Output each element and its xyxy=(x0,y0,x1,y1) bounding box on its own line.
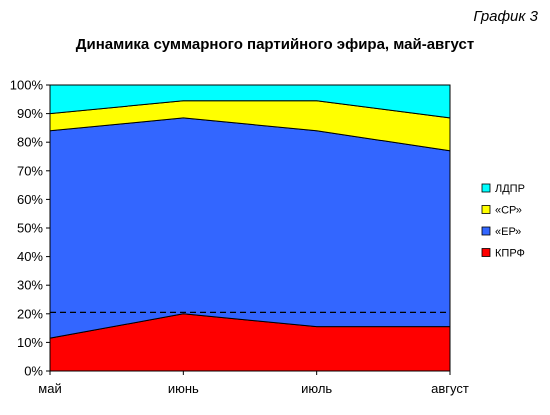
chart-title: Динамика суммарного партийного эфира, ма… xyxy=(75,36,475,53)
y-tick-label: 90% xyxy=(17,106,43,121)
legend-swatch-кпрф xyxy=(481,248,491,257)
y-tick-label: 10% xyxy=(17,335,43,350)
y-tick-label: 30% xyxy=(17,278,43,293)
x-tick-label: август xyxy=(431,381,469,396)
y-tick-label: 20% xyxy=(17,306,43,321)
x-tick-label: июль xyxy=(301,381,332,396)
legend-swatch-лдпр xyxy=(481,183,491,193)
y-tick-label: 100% xyxy=(10,78,44,93)
area-лдпр xyxy=(49,84,451,119)
y-tick-label: 70% xyxy=(17,163,43,178)
y-tick-label: 50% xyxy=(17,221,43,236)
areas-layer xyxy=(49,84,451,372)
y-tick-label: 40% xyxy=(17,249,43,264)
figure-number-label: График 3 xyxy=(473,8,538,25)
legend-swatch-ер xyxy=(481,226,491,236)
legend-label-лдпр: ЛДПР xyxy=(495,183,525,195)
axes-layer: 0% 10% 20% 30% 40% 50% 60% 70% 80% 90% 100% май июнь… xyxy=(10,78,469,397)
y-tick-label: 0% xyxy=(24,364,43,379)
legend-label-кпрф: КПРФ xyxy=(495,248,525,260)
legend-swatch-ср xyxy=(481,205,491,214)
area-ер xyxy=(49,117,451,339)
y-tick-label: 60% xyxy=(17,192,43,207)
legend-label-ер: «ЕР» xyxy=(495,226,521,238)
x-tick-label: июнь xyxy=(168,381,199,396)
x-tick-label: май xyxy=(38,381,61,396)
legend: ЛДПР «СР» «ЕР» КПРФ xyxy=(481,183,525,260)
y-tick-label: 80% xyxy=(17,135,43,150)
legend-label-ср: «СР» xyxy=(495,205,522,217)
